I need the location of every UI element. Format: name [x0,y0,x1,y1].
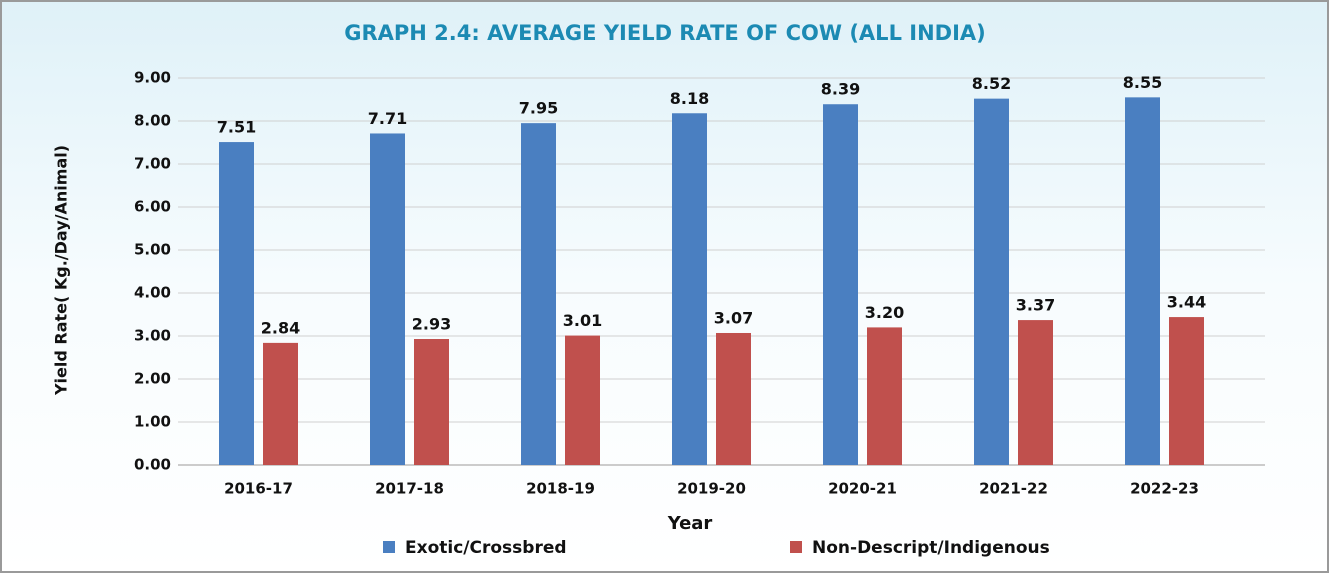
value-label: 7.71 [368,109,407,128]
x-tick-label: 2022-23 [1130,480,1199,498]
y-tick-label: 4.00 [134,284,171,302]
bar [716,332,751,465]
y-tick-label: 8.00 [134,112,171,130]
y-tick-label: 1.00 [134,413,171,431]
y-tick-label: 6.00 [134,198,171,216]
bar [974,98,1009,465]
value-label: 8.52 [972,74,1011,93]
legend-swatch [383,541,395,553]
value-label: 8.39 [821,80,860,99]
y-tick-label: 0.00 [134,456,171,474]
legend-label: Exotic/Crossbred [405,538,567,558]
legend-label: Non-Descript/Indigenous [812,538,1050,558]
value-label: 7.95 [519,99,558,118]
legend-swatch [790,541,802,553]
bar [867,327,902,465]
value-label: 2.93 [412,315,451,334]
value-label: 3.01 [563,311,602,330]
x-tick-label: 2016-17 [224,480,293,498]
y-axis-title: Yield Rate( Kg./Day/Animal) [52,145,71,396]
y-tick-label: 9.00 [134,69,171,87]
x-tick-label: 2020-21 [828,480,897,498]
x-tick-label: 2019-20 [677,480,746,498]
bar [370,133,405,465]
value-label: 2.84 [261,318,300,337]
x-tick-label: 2018-19 [526,480,595,498]
y-tick-label: 5.00 [134,241,171,259]
y-tick-label: 7.00 [134,155,171,173]
bar [1125,97,1160,465]
bar [219,142,254,465]
bar [521,123,556,466]
value-label: 8.55 [1123,73,1162,92]
bar [414,339,449,465]
value-label: 3.07 [714,308,753,327]
y-tick-label: 3.00 [134,327,171,345]
x-axis-title: Year [667,513,713,534]
bar [1169,317,1204,465]
x-tick-label: 2021-22 [979,480,1048,498]
bar [565,335,600,465]
y-tick-label: 2.00 [134,370,171,388]
value-label: 7.51 [217,118,256,137]
value-label: 8.18 [670,89,709,108]
bar [823,104,858,465]
bar [672,113,707,465]
bar [263,342,298,465]
value-label: 3.44 [1167,293,1206,312]
chart-title: GRAPH 2.4: AVERAGE YIELD RATE OF COW (AL… [344,21,986,45]
bar [1018,320,1053,465]
value-label: 3.37 [1016,296,1055,315]
x-tick-label: 2017-18 [375,480,444,498]
value-label: 3.20 [865,303,904,322]
